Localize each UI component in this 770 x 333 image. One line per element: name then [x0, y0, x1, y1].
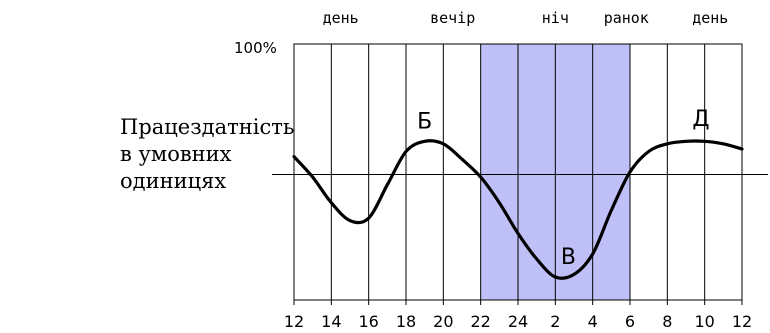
x-tick-label: 6 — [625, 312, 635, 331]
x-tick-label: 16 — [358, 312, 378, 331]
x-tick-label: 22 — [470, 312, 490, 331]
x-tick-label: 2 — [550, 312, 560, 331]
x-tick-labels: 12 14 16 18 20 22 24 2 4 6 8 10 12 — [284, 312, 752, 331]
x-tick-label: 12 — [284, 312, 304, 331]
period-labels: день вечір ніч ранок день — [323, 9, 729, 27]
period-label: вечір — [430, 9, 475, 27]
point-annotation: Б — [417, 109, 432, 134]
grid-lines — [293, 44, 743, 305]
performance-curve — [292, 139, 744, 280]
x-tick-label: 24 — [508, 312, 528, 331]
y-max-label: 100% — [234, 39, 277, 57]
point-annotation: В — [561, 245, 576, 270]
period-label: ранок — [604, 9, 649, 27]
x-tick-label: 18 — [396, 312, 416, 331]
y-axis-label: Працездатність в умовних одиницях — [120, 115, 295, 193]
x-tick-label: 14 — [321, 312, 341, 331]
x-tick-label: 8 — [662, 312, 672, 331]
x-tick-label: 10 — [694, 312, 714, 331]
point-annotation: Д — [692, 107, 709, 132]
plot-frame — [293, 43, 743, 301]
period-label: день — [692, 9, 728, 27]
x-tick-label: 4 — [588, 312, 598, 331]
x-tick-label: 12 — [732, 312, 752, 331]
period-label: день — [323, 9, 359, 27]
x-tick-label: 20 — [433, 312, 453, 331]
point-annotations: Б В Д — [417, 107, 709, 270]
period-label: ніч — [542, 9, 569, 27]
